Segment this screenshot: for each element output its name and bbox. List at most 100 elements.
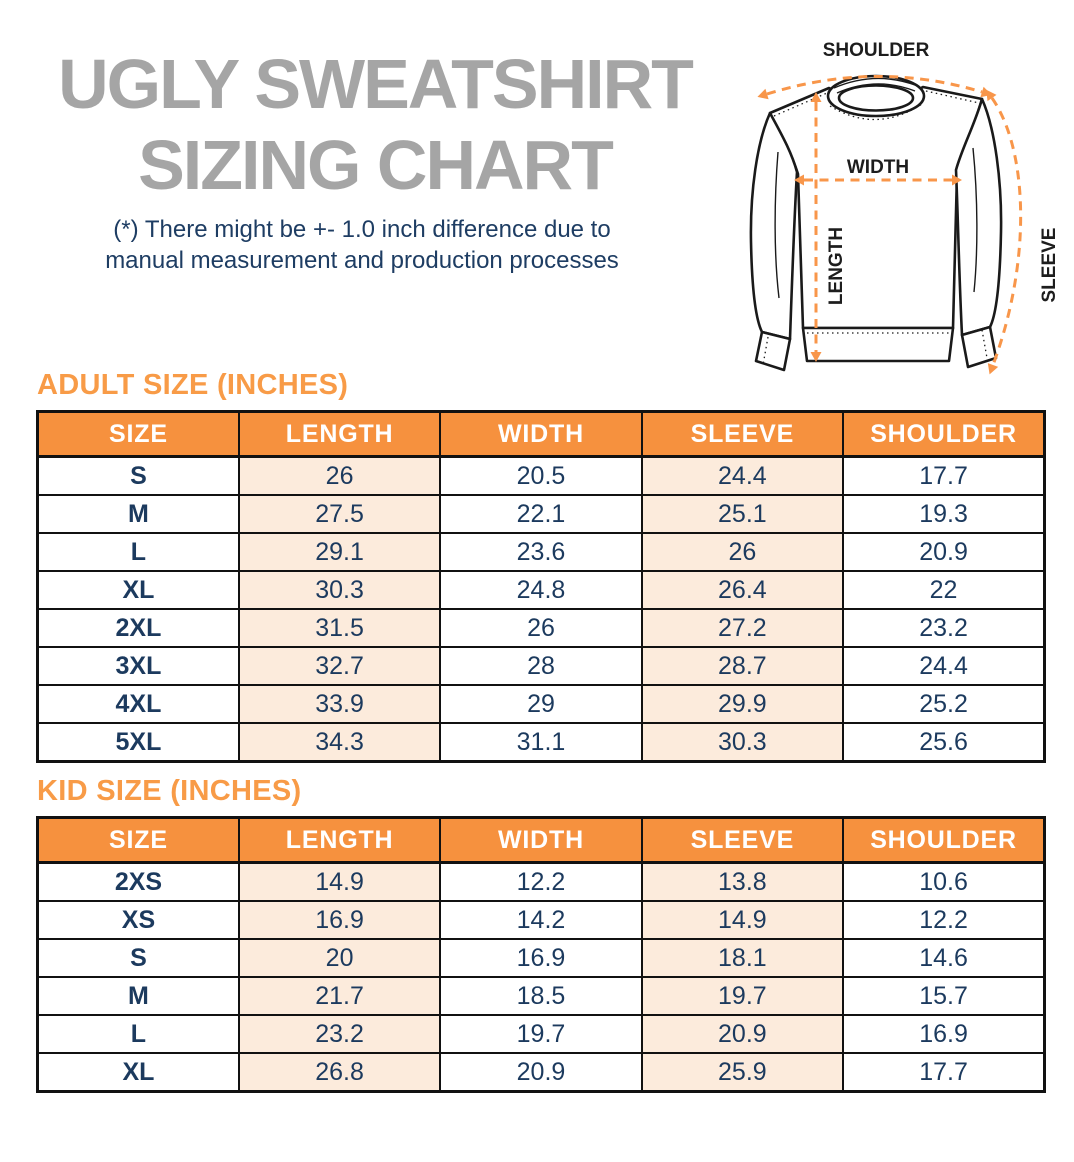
size-cell: 4XL [36,684,240,724]
table-row: S 26 20.5 24.4 17.7 [36,455,1046,496]
disclaimer-line-1: (*) There might be +- 1.0 inch differenc… [113,216,611,243]
table-header-row: SIZE LENGTH WIDTH SLEEVE SHOULDER [36,410,1046,458]
title-line-1: UGLY SWEATSHIRT [58,45,694,123]
value-cell: 19.3 [842,494,1046,534]
sweatshirt-right-cuff [960,325,998,369]
size-cell: 2XL [36,608,240,648]
sweatshirt-collar-inner [837,84,915,112]
width-label: WIDTH [847,157,909,178]
value-cell: 20.9 [439,1052,643,1093]
value-cell: 22 [842,570,1046,610]
column-header-length: LENGTH [237,816,442,864]
value-cell: 29.9 [640,684,845,724]
title-line-2: SIZING CHART [138,126,614,204]
size-cell: S [36,455,240,496]
sleeve-arrow [990,97,1023,366]
value-cell: 19.7 [640,976,845,1016]
length-label: LENGTH [826,227,847,305]
column-header-size: SIZE [36,410,240,458]
value-cell: 25.9 [640,1052,845,1093]
value-cell: 28.7 [640,646,845,686]
value-cell: 31.1 [439,722,643,763]
value-cell: 30.3 [237,570,442,610]
size-cell: M [36,976,240,1016]
value-cell: 27.2 [640,608,845,648]
value-cell: 32.7 [237,646,442,686]
size-cell: 2XS [36,861,240,902]
size-cell: L [36,1014,240,1054]
column-header-width: WIDTH [439,410,643,458]
value-cell: 26 [439,608,643,648]
value-cell: 14.6 [842,938,1046,978]
table-row: 2XL 31.5 26 27.2 23.2 [36,608,1046,648]
column-header-sleeve: SLEEVE [640,410,845,458]
size-cell: 5XL [36,722,240,763]
size-cell: S [36,938,240,978]
value-cell: 14.2 [439,900,643,940]
page-title: UGLY SWEATSHIRT SIZING CHART [22,44,728,206]
kid-size-table: SIZE LENGTH WIDTH SLEEVE SHOULDER 2XS 14.… [36,816,1046,1093]
size-cell: XL [36,1052,240,1093]
value-cell: 14.9 [237,861,442,902]
value-cell: 21.7 [237,976,442,1016]
value-cell: 29 [439,684,643,724]
kid-section-title: KID SIZE (INCHES) [37,775,302,807]
value-cell: 23.6 [439,532,643,572]
disclaimer: (*) There might be +- 1.0 inch differenc… [22,214,702,276]
sleeve-label: SLEEVE [1039,228,1060,303]
value-cell: 20.9 [640,1014,845,1054]
value-cell: 23.2 [237,1014,442,1054]
size-cell: L [36,532,240,572]
size-cell: 3XL [36,646,240,686]
table-row: 2XS 14.9 12.2 13.8 10.6 [36,861,1046,902]
value-cell: 31.5 [237,608,442,648]
value-cell: 29.1 [237,532,442,572]
value-cell: 16.9 [237,900,442,940]
sweatshirt-diagram-svg: SHOULDER WIDTH LENGTH SLEEVE [749,40,1060,375]
value-cell: 22.1 [439,494,643,534]
sweatshirt-stitching [762,90,988,366]
value-cell: 25.2 [842,684,1046,724]
sweatshirt-left-cuff [754,330,792,372]
value-cell: 26.8 [237,1052,442,1093]
value-cell: 17.7 [842,1052,1046,1093]
value-cell: 34.3 [237,722,442,763]
value-cell: 26 [237,455,442,496]
size-cell: M [36,494,240,534]
sweatshirt-measurement-diagram: SHOULDER WIDTH LENGTH SLEEVE [730,20,1074,380]
column-header-width: WIDTH [439,816,643,864]
table-row: 5XL 34.3 31.1 30.3 25.6 [36,722,1046,763]
sweatshirt-waistband [801,326,955,363]
value-cell: 15.7 [842,976,1046,1016]
value-cell: 20.5 [439,455,643,496]
value-cell: 18.1 [640,938,845,978]
table-row: M 27.5 22.1 25.1 19.3 [36,494,1046,534]
table-row: XL 26.8 20.9 25.9 17.7 [36,1052,1046,1093]
arrowheads [757,86,999,375]
value-cell: 12.2 [439,861,643,902]
value-cell: 10.6 [842,861,1046,902]
value-cell: 28 [439,646,643,686]
shoulder-arrow [766,75,983,96]
table-row: 3XL 32.7 28 28.7 24.4 [36,646,1046,686]
table-row: XL 30.3 24.8 26.4 22 [36,570,1046,610]
value-cell: 20 [237,938,442,978]
value-cell: 19.7 [439,1014,643,1054]
table-row: L 29.1 23.6 26 20.9 [36,532,1046,572]
value-cell: 23.2 [842,608,1046,648]
value-cell: 14.9 [640,900,845,940]
value-cell: 16.9 [842,1014,1046,1054]
column-header-shoulder: SHOULDER [842,816,1046,864]
adult-section-title: ADULT SIZE (INCHES) [37,369,349,401]
disclaimer-line-2: manual measurement and production proces… [105,247,619,274]
column-header-size: SIZE [36,816,240,864]
value-cell: 26.4 [640,570,845,610]
value-cell: 24.8 [439,570,643,610]
table-header-row: SIZE LENGTH WIDTH SLEEVE SHOULDER [36,816,1046,864]
table-row: XS 16.9 14.2 14.9 12.2 [36,900,1046,940]
value-cell: 33.9 [237,684,442,724]
column-header-length: LENGTH [237,410,442,458]
size-cell: XS [36,900,240,940]
adult-size-table: SIZE LENGTH WIDTH SLEEVE SHOULDER S 26 20.… [36,410,1046,763]
column-header-shoulder: SHOULDER [842,410,1046,458]
